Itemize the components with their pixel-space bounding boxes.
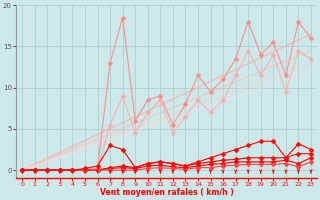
X-axis label: Vent moyen/en rafales ( km/h ): Vent moyen/en rafales ( km/h )	[100, 188, 234, 197]
